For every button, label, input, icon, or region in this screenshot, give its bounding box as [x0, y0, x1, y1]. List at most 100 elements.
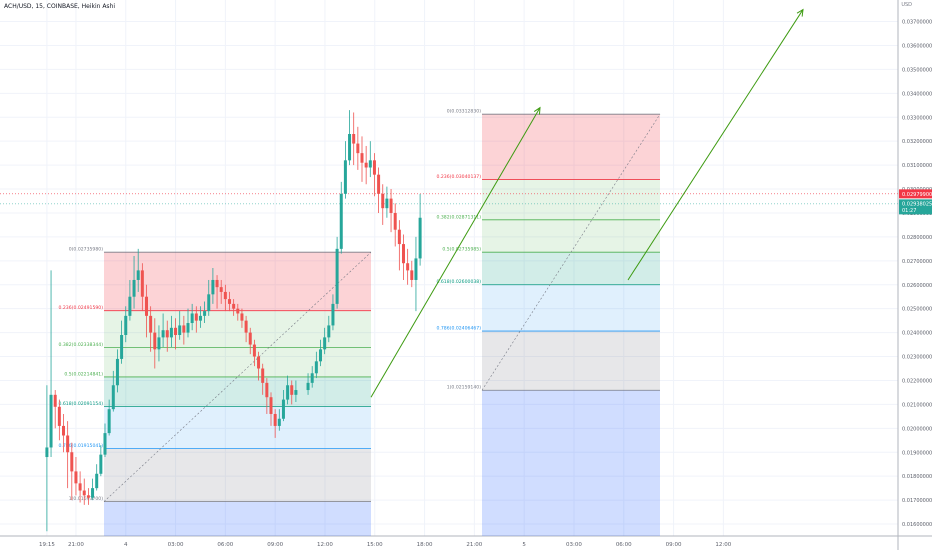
candle-up	[294, 390, 298, 395]
fib-left-zone	[104, 252, 371, 311]
candle-down	[364, 162, 368, 168]
candle-up	[178, 325, 182, 335]
candle-down	[381, 193, 385, 209]
fib-right-zone	[482, 114, 660, 180]
y-tick-label: 0.02200000	[902, 378, 932, 384]
fib-right-trend-line	[481, 114, 661, 391]
candle-up	[310, 373, 314, 383]
y-tick-label: 0.02400000	[902, 331, 932, 337]
candle-down	[219, 287, 223, 292]
candle-up	[414, 258, 418, 280]
fib-left-extension-zone	[104, 501, 371, 536]
candle-down	[265, 382, 269, 398]
fib-right-zone	[482, 219, 660, 253]
candle-up	[207, 294, 211, 312]
projection-arrow-2-head	[796, 8, 804, 17]
y-tick-label: 0.01600000	[902, 522, 932, 528]
candle-down	[82, 490, 86, 496]
x-tick-label: 06:00	[616, 542, 632, 548]
candle-up	[339, 193, 343, 249]
fib-left-level-label: 1(0.01693700)	[69, 496, 103, 502]
y-tick-label: 0.03200000	[902, 139, 932, 145]
candle-up	[211, 279, 215, 295]
fib-right-extension-zone	[482, 390, 660, 536]
candle-down	[410, 270, 414, 280]
candle-up	[103, 433, 107, 455]
fib-left-level-label: 0.618(0.02091154)	[59, 401, 104, 407]
chart-header: ACH/USD, 15, COINBASE, Heikin Ashi	[4, 3, 116, 10]
y-tick-label: 0.02800000	[902, 235, 932, 241]
candle-up	[327, 325, 331, 338]
y-tick-label: 0.03100000	[902, 163, 932, 169]
fib-left-level-label: 0.786(0.01915041)	[59, 443, 104, 449]
candle-down	[269, 397, 273, 414]
candle-down	[53, 394, 57, 407]
candle-down	[86, 495, 90, 498]
fib-right-zone	[482, 179, 660, 220]
candle-down	[215, 279, 219, 288]
candle-up	[343, 160, 347, 194]
y-tick-label: 0.03600000	[902, 43, 932, 49]
candle-up	[286, 385, 290, 400]
x-tick-label: 09:00	[267, 542, 283, 548]
candle-down	[140, 270, 144, 297]
candle-down	[78, 483, 82, 491]
candle-down	[223, 291, 227, 300]
fib-left-zone	[104, 376, 371, 407]
fib-left-level-label: 0.5(0.02214841)	[64, 371, 103, 377]
x-tick-label: 21:00	[68, 542, 84, 548]
candle-up	[203, 311, 207, 316]
projection-arrow-1-head	[533, 106, 541, 115]
fib-right-level-label: 0.5(0.02735985)	[442, 247, 481, 253]
fib-left-level-label: 0(0.02735980)	[69, 247, 103, 253]
current-price-tag	[899, 199, 932, 215]
y-tick-label: 0.03300000	[902, 115, 932, 121]
candle-down	[377, 174, 381, 194]
fib-right-level-label: 0.786(0.02406467)	[437, 326, 482, 332]
y-tick-label: 0.03800000	[902, 0, 932, 2]
candle-up	[95, 473, 99, 489]
y-tick-label: 0.01700000	[902, 498, 932, 504]
candle-up	[157, 337, 161, 350]
candle-up	[124, 315, 128, 335]
fib-left-zone	[104, 448, 371, 502]
candle-down	[402, 244, 405, 264]
y-tick-label: 0.02500000	[902, 307, 932, 313]
y-tick-label: 0.03500000	[902, 67, 932, 73]
candle-up	[161, 330, 165, 338]
x-tick-label: 03:00	[566, 542, 582, 548]
x-tick-label: 03:00	[168, 542, 184, 548]
candle-up	[314, 361, 318, 374]
candle-down	[257, 356, 261, 369]
fib-left-zone	[104, 406, 371, 449]
x-tick-label: 19:15	[39, 542, 55, 548]
candle-down	[356, 143, 360, 154]
candle-down	[393, 212, 397, 230]
candle-down	[360, 153, 364, 163]
x-tick-label: 06:00	[217, 542, 233, 548]
candle-up	[281, 399, 285, 419]
candle-down	[240, 313, 244, 321]
currency-label: USD	[901, 2, 912, 8]
y-tick-label: 0.02600000	[902, 283, 932, 289]
x-tick-label: 12:00	[317, 542, 333, 548]
fib-left-level-label: 0.382(0.02338344)	[59, 342, 104, 348]
candle-down	[290, 385, 294, 395]
candle-down	[70, 452, 74, 472]
y-tick-label: 0.01800000	[902, 474, 932, 480]
y-tick-label: 0.02700000	[902, 259, 932, 265]
fib-left-level-label: 0.236(0.02491590)	[59, 305, 104, 311]
candle-up	[120, 335, 124, 359]
fib-right-zone	[482, 284, 660, 332]
x-tick-label: 5	[522, 542, 526, 548]
candle-up	[331, 303, 335, 326]
y-tick-label: 0.02000000	[902, 426, 932, 432]
fib-right-level-label: 0.236(0.03040137)	[437, 174, 482, 180]
candle-down	[194, 313, 198, 321]
candle-up	[190, 313, 194, 324]
candle-down	[389, 198, 393, 213]
x-tick-label: 21:00	[466, 542, 482, 548]
fib-right-level-label: 0(0.03312830)	[447, 109, 481, 115]
